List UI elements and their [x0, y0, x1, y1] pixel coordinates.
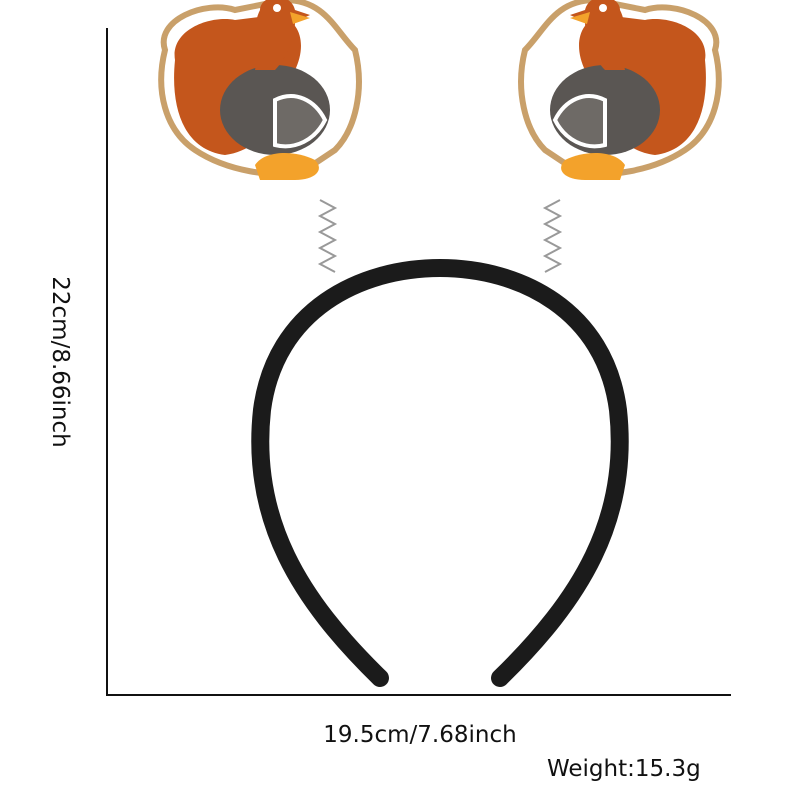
right-turkey-topper	[521, 0, 719, 180]
left-spring	[317, 199, 338, 273]
black-headband	[251, 258, 629, 687]
width-dimension-line	[106, 694, 731, 696]
right-spring	[542, 199, 563, 273]
width-label: 19.5cm/7.68inch	[323, 722, 517, 748]
height-dimension-line	[106, 28, 108, 696]
left-turkey-topper	[161, 0, 359, 180]
weight-label: Weight:15.3g	[547, 756, 701, 782]
